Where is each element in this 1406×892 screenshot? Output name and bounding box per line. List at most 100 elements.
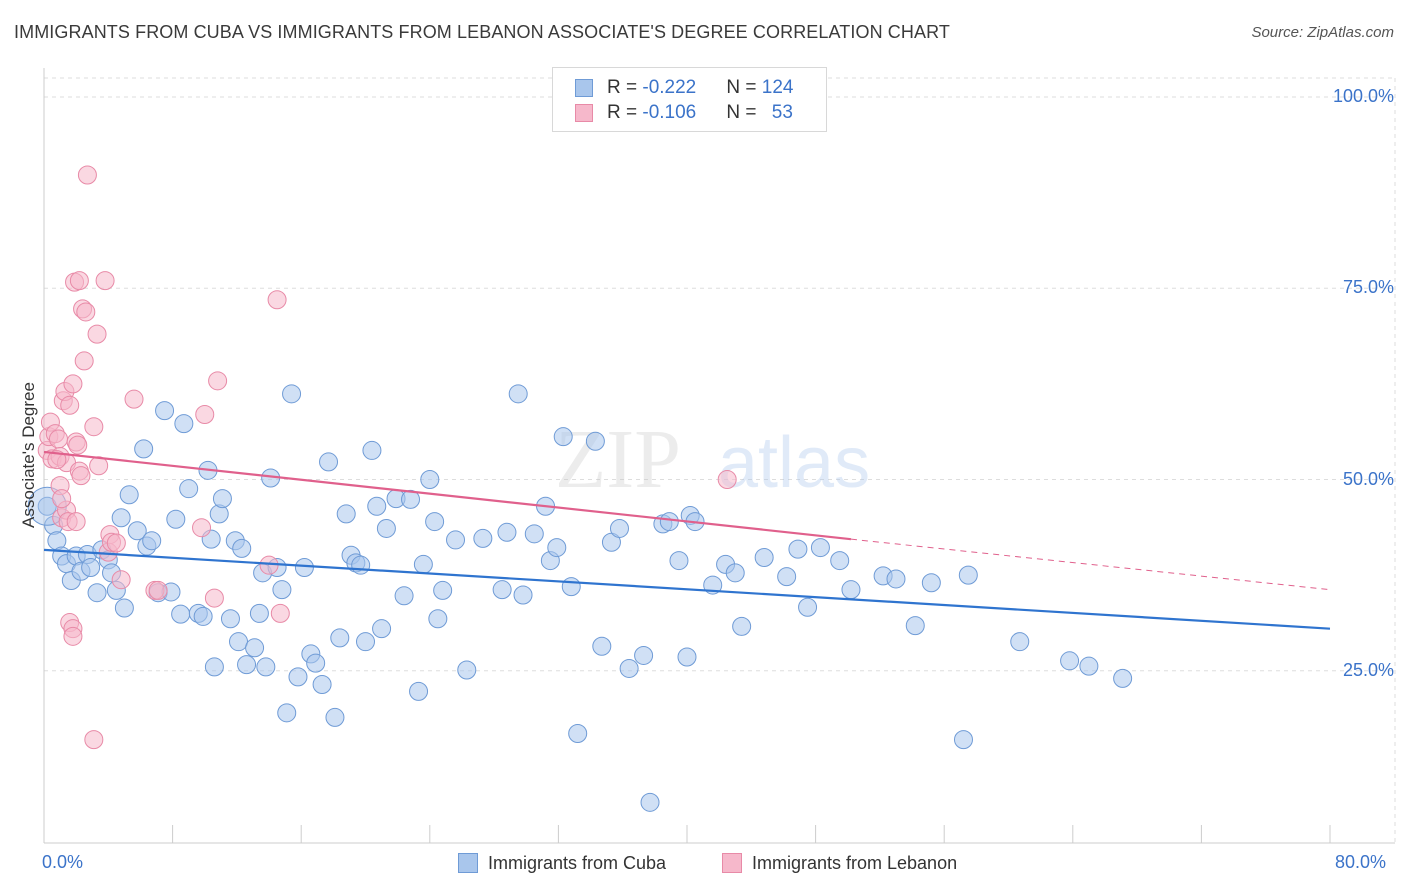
cuba-point <box>256 657 276 677</box>
cuba-point <box>376 518 396 538</box>
cuba-point <box>508 384 528 404</box>
cuba-point <box>524 524 544 544</box>
cuba-point <box>282 384 302 404</box>
cuba-point <box>179 479 199 499</box>
trend-line-lebanon-extension <box>850 538 1331 591</box>
lebanon-point <box>95 271 115 291</box>
cuba-point <box>568 723 588 743</box>
cuba-point <box>319 452 339 472</box>
cuba-point <box>336 504 356 524</box>
legend-n-label: N = <box>726 77 762 98</box>
cuba-point <box>155 401 175 421</box>
bottom-legend-swatch-cuba <box>458 853 478 873</box>
lebanon-point <box>76 302 96 322</box>
cuba-point <box>272 580 292 600</box>
cuba-point <box>619 658 639 678</box>
cuba-point <box>905 616 925 636</box>
lebanon-point <box>60 395 80 415</box>
cuba-point <box>413 554 433 574</box>
cuba-point <box>171 604 191 624</box>
lebanon-point <box>148 580 168 600</box>
cuba-point <box>425 512 445 532</box>
cuba-point <box>312 675 332 695</box>
cuba-point <box>585 431 605 451</box>
cuba-point <box>351 555 371 575</box>
y-tick-label: 50.0% <box>1342 468 1394 489</box>
cuba-point <box>433 580 453 600</box>
source-label: Source: ZipAtlas.com <box>1251 24 1394 41</box>
legend-swatch-lebanon <box>575 104 593 122</box>
cuba-point <box>841 580 861 600</box>
y-tick-label: 75.0% <box>1342 277 1394 298</box>
bottom-legend-swatch-lebanon <box>722 853 742 873</box>
bottom-legend-label-cuba: Immigrants from Cuba <box>488 852 667 873</box>
cuba-point <box>174 414 194 434</box>
lebanon-point <box>52 489 72 509</box>
lebanon-point <box>717 470 737 489</box>
cuba-point <box>1079 656 1099 676</box>
lebanon-point <box>259 555 279 575</box>
cuba-point <box>428 609 448 629</box>
bottom-legend-cuba: Immigrants from Cuba <box>458 851 666 875</box>
lebanon-point <box>69 271 89 291</box>
lebanon-point <box>270 603 290 623</box>
cuba-point <box>492 580 512 600</box>
lebanon-point <box>204 588 224 608</box>
lebanon-point <box>48 429 68 449</box>
trend-lines <box>43 450 1331 630</box>
cuba-point <box>561 577 581 597</box>
cuba-point <box>87 583 107 603</box>
x-tick-min: 0.0% <box>42 852 84 872</box>
cuba-point <box>127 521 147 541</box>
cuba-point <box>677 647 697 667</box>
watermark-zip: ZIP <box>555 413 681 506</box>
lebanon-point <box>208 371 228 391</box>
cuba-point <box>592 636 612 656</box>
cuba-point <box>166 509 186 529</box>
cuba-point <box>1113 668 1133 688</box>
cuba-point <box>420 470 440 489</box>
lebanon-point <box>84 417 104 437</box>
cuba-point <box>114 598 134 618</box>
lebanon-point <box>124 389 144 409</box>
cuba-point <box>659 512 679 532</box>
lebanon-point <box>195 404 215 424</box>
series-cuba-points <box>27 384 1133 812</box>
lebanon-point <box>89 456 109 476</box>
cuba-point <box>209 504 229 524</box>
chart-title: IMMIGRANTS FROM CUBA VS IMMIGRANTS FROM … <box>14 22 950 42</box>
cuba-point <box>232 538 252 558</box>
cuba-point <box>229 632 249 652</box>
cuba-point <box>237 655 257 675</box>
legend-row-cuba: R = -0.222 N = 124 <box>575 76 793 100</box>
x-tick-max: 80.0% <box>1335 852 1387 872</box>
cuba-point <box>497 522 517 542</box>
trend-line-cuba <box>43 548 1331 630</box>
legend-r-label: R = <box>607 102 643 123</box>
cuba-point <box>473 528 493 548</box>
cuba-point <box>547 538 567 558</box>
lebanon-point <box>192 518 212 538</box>
cuba-point <box>277 703 297 723</box>
cuba-point <box>609 518 629 538</box>
lebanon-point <box>63 626 83 646</box>
cuba-point <box>553 427 573 447</box>
lebanon-point <box>267 290 287 310</box>
cuba-point <box>409 681 429 701</box>
cuba-point <box>362 440 382 460</box>
cuba-point <box>798 597 818 617</box>
lebanon-point <box>87 324 107 344</box>
cuba-point <box>220 609 240 629</box>
cuba-point <box>330 628 350 648</box>
cuba-point <box>777 567 797 587</box>
correlation-legend: R = -0.222 N = 124 R = -0.106 N = 53 <box>552 67 827 132</box>
cuba-point <box>1060 651 1080 671</box>
lebanon-point <box>106 533 126 553</box>
lebanon-point <box>74 351 94 371</box>
lebanon-point <box>47 450 67 470</box>
lebanon-point <box>111 570 131 590</box>
cuba-point <box>249 603 269 623</box>
cuba-point <box>142 531 162 551</box>
cuba-point <box>725 563 745 583</box>
